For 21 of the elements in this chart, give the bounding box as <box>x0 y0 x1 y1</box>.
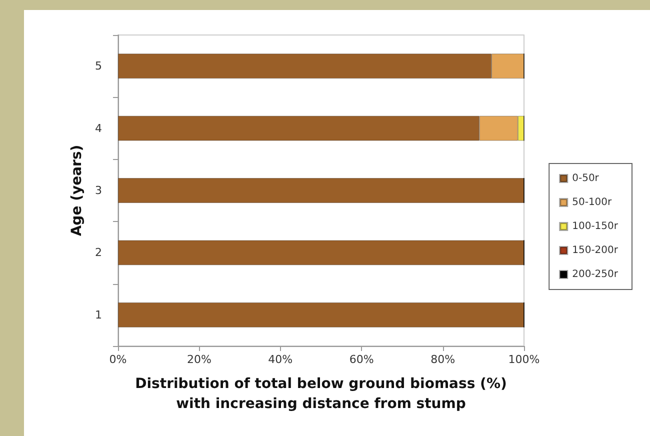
legend-label: 0-50r <box>572 173 600 184</box>
x-tick-label: 20% <box>186 353 212 366</box>
bar <box>118 240 524 266</box>
legend-label: 50-100r <box>572 197 613 208</box>
y-tick-label: 3 <box>95 184 102 197</box>
legend-label: 200-250r <box>572 269 619 280</box>
x-axis-title: Distribution of total below ground biomass (%) with increasing distance from stump <box>135 376 507 412</box>
y-axis-title: Age (years) <box>69 144 86 236</box>
legend-label: 150-200r <box>572 245 619 256</box>
bar <box>118 178 524 203</box>
y-tick-label: 5 <box>95 60 102 73</box>
legend-label: 100-150r <box>572 221 619 232</box>
y-tick-label: 2 <box>95 246 102 260</box>
x-tick-label: 100% <box>508 353 540 366</box>
bar <box>118 302 524 328</box>
x-tick-label: 0% <box>109 353 127 366</box>
y-tick-label: 1 <box>95 308 102 322</box>
x-tick-label: 40% <box>268 353 293 366</box>
y-tick-label: 4 <box>95 122 102 135</box>
x-tick-label: 60% <box>349 353 374 366</box>
x-tick-label: 80% <box>430 353 456 366</box>
